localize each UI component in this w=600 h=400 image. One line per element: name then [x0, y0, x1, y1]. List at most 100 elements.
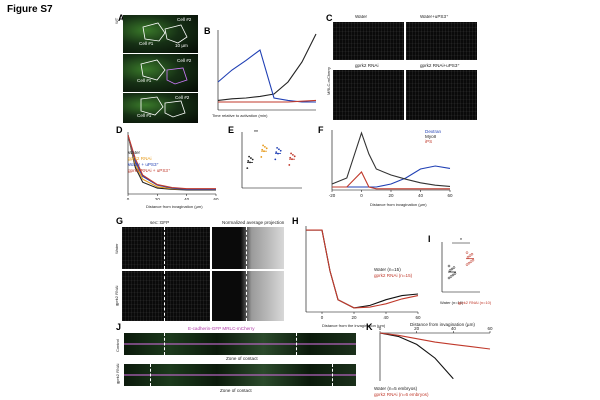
- data-point: [470, 252, 474, 256]
- g-image-4: [212, 271, 284, 321]
- c-image-2: [406, 22, 477, 60]
- j-title: E-cadherin-GFP MRLC-mCherry: [188, 326, 255, 331]
- data-point: [275, 151, 278, 154]
- a-cell-label-4: Cell #1: [137, 78, 152, 83]
- panel-a-image-3: Cell #2 Cell #1: [123, 93, 198, 123]
- g-row-2: gprk2 RNAi: [114, 285, 119, 306]
- data-point: [447, 264, 451, 268]
- x-tick-label: 0: [379, 327, 382, 331]
- data-point: [289, 156, 292, 159]
- c-title-4: gprk2 RNAi+uPS3⁺: [420, 63, 460, 68]
- g-row-1: Water: [114, 243, 119, 254]
- x-tick-label: 0: [360, 193, 363, 198]
- g-image-2: [212, 227, 284, 269]
- series-line-0: [332, 165, 451, 188]
- f-legend-2: MyoII: [425, 134, 437, 139]
- a-cell-label-3: Cell #2: [177, 58, 192, 63]
- series-line-0: [127, 134, 216, 191]
- data-point: [261, 148, 264, 151]
- x-tick-label: 0: [321, 315, 324, 320]
- panel-a-label: A: [118, 13, 125, 23]
- data-point: [264, 145, 266, 148]
- data-point: [469, 260, 473, 263]
- series-line-0: [379, 332, 454, 380]
- data-point: [260, 156, 263, 158]
- data-point: [452, 266, 456, 269]
- x-tick-label: -20: [329, 193, 336, 198]
- j-image-1: [124, 333, 356, 355]
- chart-e: **: [241, 130, 302, 189]
- chart-d: 0 20 40 60: [127, 132, 219, 200]
- x-tick-label: 60: [447, 193, 453, 198]
- g-title-1: sec::GFP: [150, 220, 170, 225]
- a-cell-label-5: Cell #2: [175, 95, 190, 100]
- data-point: [279, 149, 282, 152]
- d-legend-1: Water: [128, 150, 141, 155]
- chart-b: [217, 30, 317, 111]
- c-title-3: gprk2 RNAi: [355, 63, 379, 68]
- sig-label: *: [460, 238, 462, 244]
- panel-c-label: C: [326, 13, 333, 23]
- panel-f-label: F: [318, 125, 324, 135]
- data-point: [449, 275, 453, 278]
- data-point: [247, 160, 250, 162]
- panel-d-label: D: [116, 125, 123, 135]
- c-title-2: Water+uPS3⁺: [420, 14, 449, 19]
- series-line-0: [306, 229, 419, 309]
- x-tick-label: 20: [414, 327, 420, 331]
- sig-label: **: [254, 130, 258, 136]
- panel-g-label: G: [116, 216, 124, 226]
- data-point: [251, 158, 254, 161]
- i-xlabel-1: Water (n=10): [440, 300, 464, 305]
- k-legend-1: Water (n=5 embryos): [374, 386, 418, 391]
- x-tick-label: 40: [451, 327, 457, 331]
- h-legend-1: Water (n=15): [374, 267, 401, 272]
- g-image-1: [122, 227, 210, 269]
- j-row-1: Control: [115, 339, 120, 352]
- data-point: [467, 261, 471, 265]
- panel-a-image-2: Cell #2 Cell #1: [123, 54, 198, 92]
- data-point: [246, 167, 249, 170]
- data-point: [262, 144, 264, 147]
- chart-h: 0 20 40 60: [305, 226, 421, 320]
- f-xlabel: Distance from invagination (µm): [370, 202, 427, 207]
- data-point: [248, 155, 250, 158]
- data-point: [293, 155, 296, 158]
- panel-b-label: B: [204, 26, 211, 36]
- x-tick-label: 60: [213, 197, 219, 200]
- panel-j-label: J: [116, 322, 122, 332]
- data-point: [465, 263, 469, 266]
- d-xlabel: Distance from invagination (µm): [146, 204, 203, 209]
- x-tick-label: 20: [351, 315, 357, 320]
- series-line-0: [217, 33, 317, 101]
- data-point: [465, 251, 469, 254]
- data-point: [468, 254, 472, 257]
- data-point: [466, 255, 470, 259]
- j-zone-2: Zone of contact: [220, 388, 252, 393]
- c-image-1: [333, 22, 404, 60]
- a-cell-label-1: Cell #2: [177, 17, 192, 22]
- x-tick-label: 60: [487, 327, 493, 331]
- data-point: [292, 153, 294, 156]
- x-tick-label: 40: [418, 193, 424, 198]
- d-legend-3: Water + uPS3⁺: [128, 162, 159, 167]
- c-image-4: [406, 70, 477, 120]
- x-tick-label: 0: [127, 197, 130, 200]
- d-legend-4: gprk2 RNAi + uPS3⁺: [128, 168, 171, 173]
- data-point: [274, 158, 277, 161]
- data-point: [471, 258, 475, 262]
- x-tick-label: 40: [383, 315, 389, 320]
- panel-k-label: K: [366, 322, 373, 332]
- panel-e-label: E: [228, 125, 235, 135]
- data-point: [451, 273, 455, 277]
- series-line-1: [217, 49, 316, 103]
- j-row-2: gprk2 RNAi: [115, 363, 120, 384]
- series-line-2: [218, 99, 317, 103]
- panel-h-label: H: [292, 216, 299, 226]
- a-cell-label-6: Cell #1: [137, 113, 152, 118]
- j-zone-1: Zone of contact: [226, 356, 258, 361]
- g-image-3: [122, 271, 210, 321]
- panel-i-label: I: [428, 234, 431, 244]
- data-point: [290, 152, 292, 155]
- c-side-label: MRLC-mCherry: [326, 67, 331, 95]
